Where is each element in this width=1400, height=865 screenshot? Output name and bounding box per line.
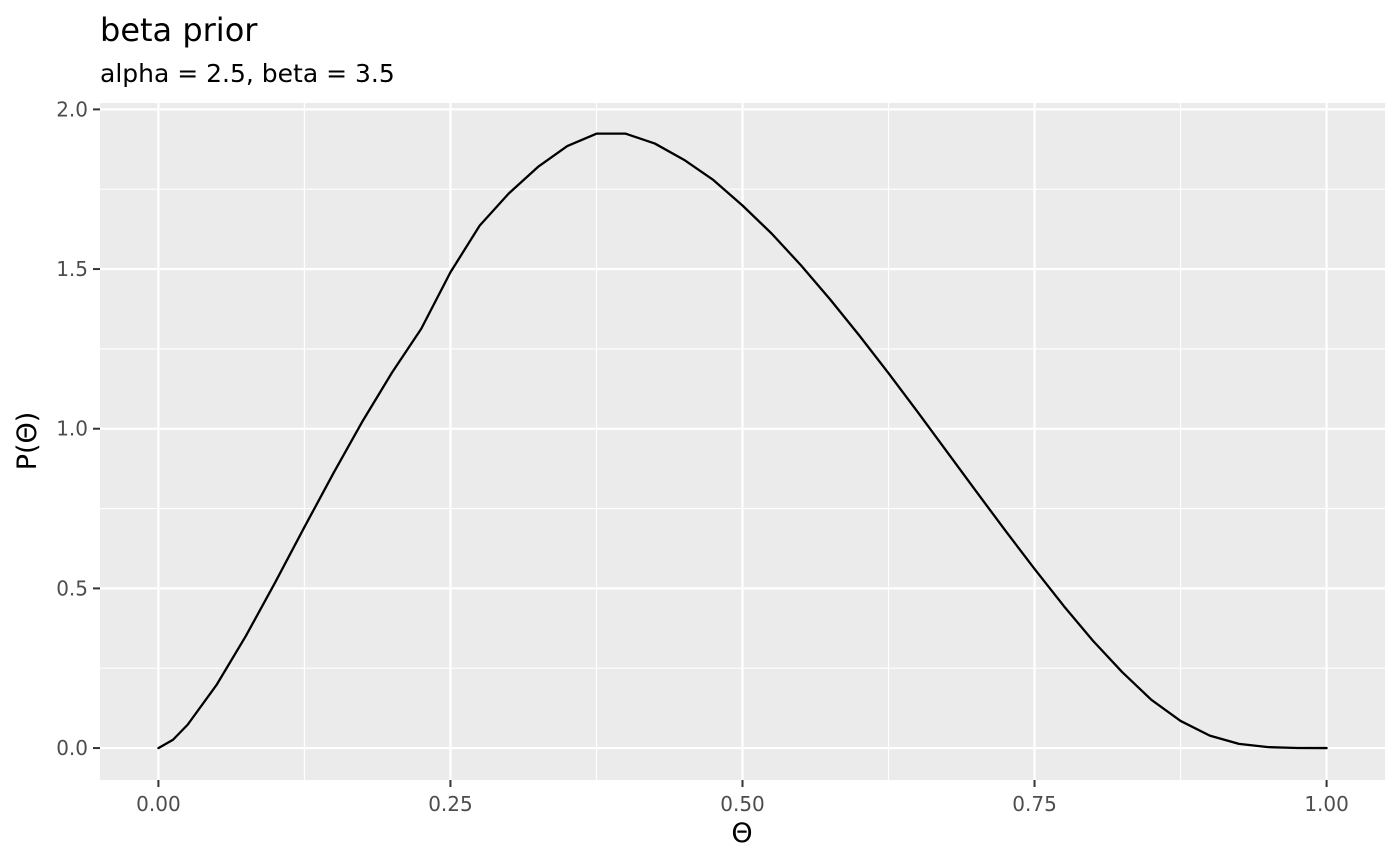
density-curve xyxy=(157,132,1328,750)
chart-title: beta prior xyxy=(100,11,258,49)
x-tick-label: 1.00 xyxy=(1304,792,1349,816)
x-axis-label: Θ xyxy=(731,818,752,849)
y-axis: 0.0 0.5 1.0 1.5 2.0 xyxy=(56,97,100,760)
x-axis: 0.00 0.25 0.50 0.75 1.00 xyxy=(136,780,1349,816)
x-tick-label: 0.00 xyxy=(136,792,181,816)
x-tick-label: 0.75 xyxy=(1012,792,1057,816)
chart-subtitle: alpha = 2.5, beta = 3.5 xyxy=(100,59,395,88)
series-layer xyxy=(157,132,1328,750)
grid-major xyxy=(100,103,1385,780)
x-tick-label: 0.25 xyxy=(428,792,473,816)
y-tick-label: 0.5 xyxy=(56,576,88,600)
y-tick-label: 0.0 xyxy=(56,736,88,760)
y-axis-label: P(Θ) xyxy=(12,412,43,471)
x-tick-label: 0.50 xyxy=(720,792,765,816)
y-tick-label: 1.0 xyxy=(56,417,88,441)
y-tick-label: 1.5 xyxy=(56,257,88,281)
y-tick-label: 2.0 xyxy=(56,97,88,121)
